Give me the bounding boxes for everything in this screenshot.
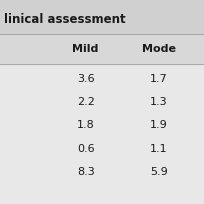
Text: linical assessment: linical assessment xyxy=(4,13,126,26)
Text: Mild: Mild xyxy=(72,44,99,54)
Text: 1.9: 1.9 xyxy=(150,120,168,131)
Text: 1.3: 1.3 xyxy=(150,97,168,107)
Text: 1.7: 1.7 xyxy=(150,73,168,84)
Text: 1.1: 1.1 xyxy=(150,144,168,154)
Text: 2.2: 2.2 xyxy=(77,97,95,107)
Bar xyxy=(0,34,204,64)
Text: 5.9: 5.9 xyxy=(150,167,168,177)
Text: 0.6: 0.6 xyxy=(77,144,94,154)
Bar xyxy=(0,0,204,34)
Text: Mode: Mode xyxy=(142,44,176,54)
Bar xyxy=(0,64,204,204)
Text: 3.6: 3.6 xyxy=(77,73,94,84)
Text: 1.8: 1.8 xyxy=(77,120,95,131)
Text: 8.3: 8.3 xyxy=(77,167,95,177)
